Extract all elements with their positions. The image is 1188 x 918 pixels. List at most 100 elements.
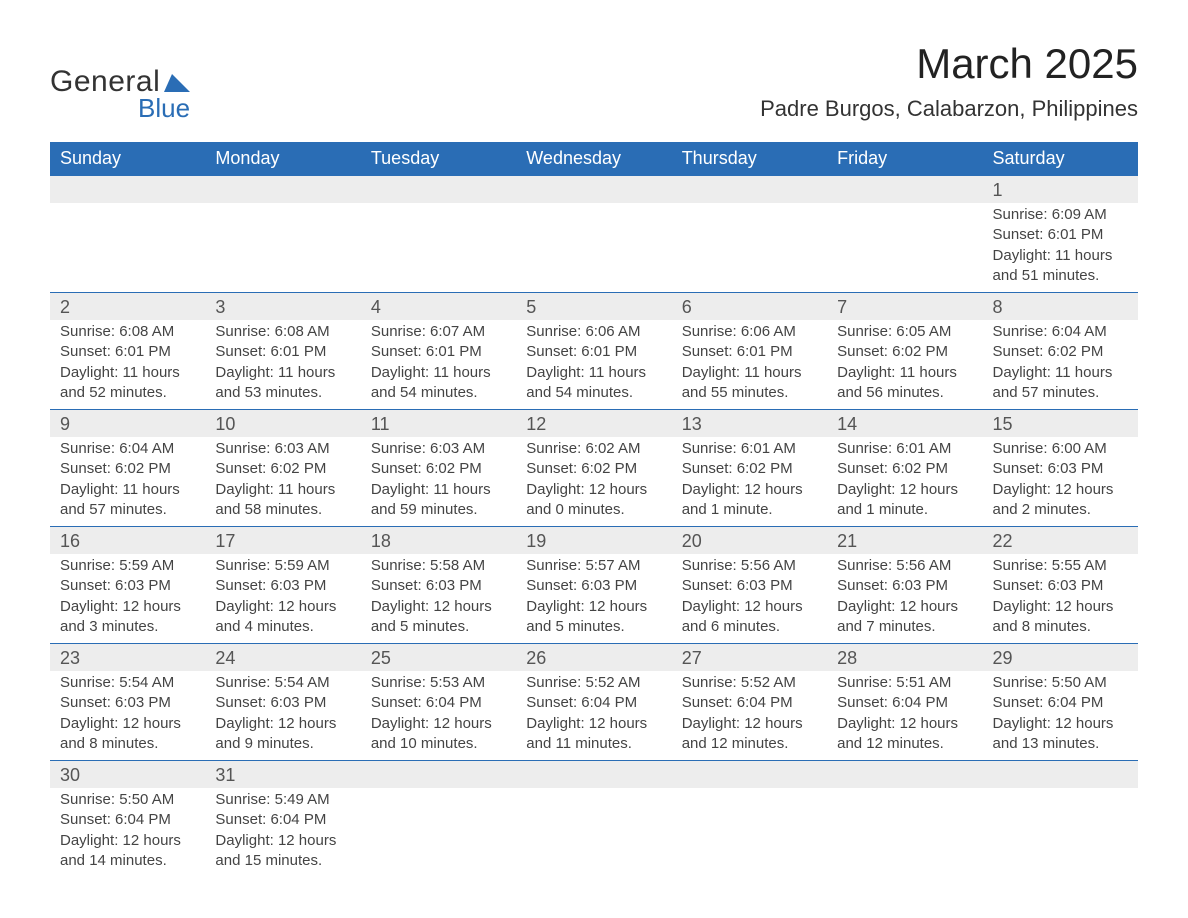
day-details (205, 203, 360, 293)
sunrise-text: Sunrise: 6:01 AM (837, 439, 972, 459)
sunrise-text: Sunrise: 6:04 AM (60, 439, 195, 459)
sunrise-text: Sunrise: 5:49 AM (215, 790, 350, 810)
sunrise-text: Sunrise: 5:54 AM (215, 673, 350, 693)
sunrise-text: Sunrise: 5:50 AM (60, 790, 195, 810)
day-number: 20 (672, 527, 827, 555)
sunset-text: Sunset: 6:01 PM (682, 342, 817, 362)
day-details: Sunrise: 5:54 AMSunset: 6:03 PMDaylight:… (50, 671, 205, 761)
day-details: Sunrise: 6:06 AMSunset: 6:01 PMDaylight:… (516, 320, 671, 410)
sunset-text: Sunset: 6:02 PM (837, 342, 972, 362)
day-details (672, 203, 827, 293)
daylight-text: Daylight: 12 hours and 3 minutes. (60, 597, 195, 638)
sunrise-text: Sunrise: 6:04 AM (993, 322, 1128, 342)
sunrise-text: Sunrise: 6:00 AM (993, 439, 1128, 459)
daylight-text: Daylight: 12 hours and 12 minutes. (682, 714, 817, 755)
weekday-header: Wednesday (516, 142, 671, 176)
weekday-header: Friday (827, 142, 982, 176)
title-block: March 2025 Padre Burgos, Calabarzon, Phi… (760, 40, 1138, 122)
weekday-header: Tuesday (361, 142, 516, 176)
day-details: Sunrise: 6:03 AMSunset: 6:02 PMDaylight:… (205, 437, 360, 527)
day-number (205, 176, 360, 204)
daylight-text: Daylight: 12 hours and 9 minutes. (215, 714, 350, 755)
sunset-text: Sunset: 6:02 PM (993, 342, 1128, 362)
logo-text-blue: Blue (138, 93, 190, 124)
sunset-text: Sunset: 6:03 PM (215, 693, 350, 713)
day-number: 17 (205, 527, 360, 555)
day-number: 8 (983, 293, 1138, 321)
day-number: 4 (361, 293, 516, 321)
sunrise-text: Sunrise: 5:56 AM (682, 556, 817, 576)
day-number: 9 (50, 410, 205, 438)
sunrise-text: Sunrise: 5:54 AM (60, 673, 195, 693)
day-details: Sunrise: 5:59 AMSunset: 6:03 PMDaylight:… (205, 554, 360, 644)
daylight-text: Daylight: 11 hours and 51 minutes. (993, 246, 1128, 287)
sunset-text: Sunset: 6:04 PM (371, 693, 506, 713)
page-header: General Blue March 2025 Padre Burgos, Ca… (50, 40, 1138, 124)
daylight-text: Daylight: 11 hours and 58 minutes. (215, 480, 350, 521)
sunset-text: Sunset: 6:03 PM (215, 576, 350, 596)
daylight-text: Daylight: 12 hours and 0 minutes. (526, 480, 661, 521)
sunset-text: Sunset: 6:01 PM (215, 342, 350, 362)
sunset-text: Sunset: 6:03 PM (60, 693, 195, 713)
daynum-row: 3031 (50, 761, 1138, 789)
day-details: Sunrise: 5:58 AMSunset: 6:03 PMDaylight:… (361, 554, 516, 644)
sunset-text: Sunset: 6:03 PM (682, 576, 817, 596)
day-number: 29 (983, 644, 1138, 672)
day-details: Sunrise: 6:06 AMSunset: 6:01 PMDaylight:… (672, 320, 827, 410)
day-details: Sunrise: 5:56 AMSunset: 6:03 PMDaylight:… (827, 554, 982, 644)
sunrise-text: Sunrise: 5:57 AM (526, 556, 661, 576)
calendar-table: Sunday Monday Tuesday Wednesday Thursday… (50, 142, 1138, 877)
sunset-text: Sunset: 6:01 PM (526, 342, 661, 362)
day-number: 1 (983, 176, 1138, 204)
day-details: Sunrise: 5:55 AMSunset: 6:03 PMDaylight:… (983, 554, 1138, 644)
day-number: 15 (983, 410, 1138, 438)
day-details: Sunrise: 6:07 AMSunset: 6:01 PMDaylight:… (361, 320, 516, 410)
day-number: 30 (50, 761, 205, 789)
sunrise-text: Sunrise: 6:03 AM (371, 439, 506, 459)
daynum-row: 16171819202122 (50, 527, 1138, 555)
daylight-text: Daylight: 12 hours and 1 minute. (837, 480, 972, 521)
daylight-text: Daylight: 12 hours and 15 minutes. (215, 831, 350, 872)
sunrise-text: Sunrise: 5:59 AM (215, 556, 350, 576)
day-number: 6 (672, 293, 827, 321)
day-number: 5 (516, 293, 671, 321)
sunrise-text: Sunrise: 5:51 AM (837, 673, 972, 693)
day-details: Sunrise: 6:04 AMSunset: 6:02 PMDaylight:… (50, 437, 205, 527)
daylight-text: Daylight: 12 hours and 4 minutes. (215, 597, 350, 638)
day-number: 13 (672, 410, 827, 438)
day-number (827, 176, 982, 204)
day-number: 14 (827, 410, 982, 438)
details-row: Sunrise: 5:59 AMSunset: 6:03 PMDaylight:… (50, 554, 1138, 644)
day-details: Sunrise: 5:57 AMSunset: 6:03 PMDaylight:… (516, 554, 671, 644)
daylight-text: Daylight: 12 hours and 10 minutes. (371, 714, 506, 755)
day-number: 19 (516, 527, 671, 555)
daylight-text: Daylight: 12 hours and 13 minutes. (993, 714, 1128, 755)
sunset-text: Sunset: 6:02 PM (682, 459, 817, 479)
day-details: Sunrise: 5:56 AMSunset: 6:03 PMDaylight:… (672, 554, 827, 644)
daynum-row: 9101112131415 (50, 410, 1138, 438)
sunrise-text: Sunrise: 5:50 AM (993, 673, 1128, 693)
daylight-text: Daylight: 12 hours and 1 minute. (682, 480, 817, 521)
day-details: Sunrise: 5:52 AMSunset: 6:04 PMDaylight:… (516, 671, 671, 761)
sunset-text: Sunset: 6:04 PM (993, 693, 1128, 713)
daylight-text: Daylight: 12 hours and 6 minutes. (682, 597, 817, 638)
details-row: Sunrise: 6:04 AMSunset: 6:02 PMDaylight:… (50, 437, 1138, 527)
day-number (516, 176, 671, 204)
sunset-text: Sunset: 6:01 PM (371, 342, 506, 362)
weekday-header: Monday (205, 142, 360, 176)
sunset-text: Sunset: 6:03 PM (837, 576, 972, 596)
daylight-text: Daylight: 11 hours and 57 minutes. (993, 363, 1128, 404)
day-details: Sunrise: 6:01 AMSunset: 6:02 PMDaylight:… (827, 437, 982, 527)
daylight-text: Daylight: 12 hours and 8 minutes. (993, 597, 1128, 638)
sunset-text: Sunset: 6:04 PM (215, 810, 350, 830)
sunset-text: Sunset: 6:01 PM (60, 342, 195, 362)
sunset-text: Sunset: 6:03 PM (993, 459, 1128, 479)
daylight-text: Daylight: 11 hours and 54 minutes. (526, 363, 661, 404)
day-number: 28 (827, 644, 982, 672)
daylight-text: Daylight: 11 hours and 53 minutes. (215, 363, 350, 404)
daylight-text: Daylight: 12 hours and 14 minutes. (60, 831, 195, 872)
sunset-text: Sunset: 6:02 PM (837, 459, 972, 479)
sunrise-text: Sunrise: 6:05 AM (837, 322, 972, 342)
sunrise-text: Sunrise: 5:59 AM (60, 556, 195, 576)
day-details (50, 203, 205, 293)
